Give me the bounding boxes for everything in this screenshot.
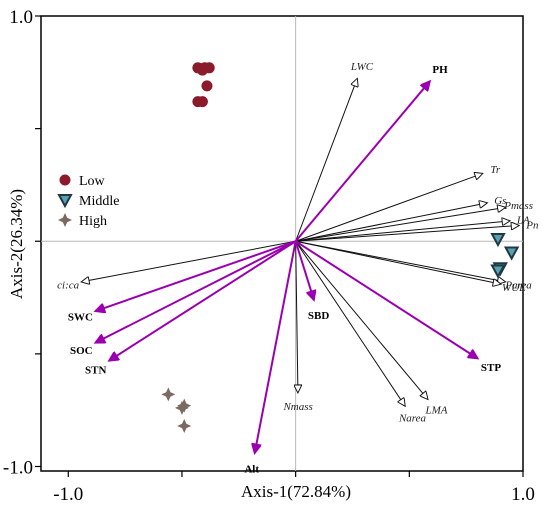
point-high bbox=[161, 387, 176, 402]
point-middle bbox=[503, 246, 520, 261]
vector-label-tr: Tr bbox=[490, 164, 501, 176]
vector-label-ci-ca: ci:ca bbox=[57, 279, 79, 291]
point-low bbox=[196, 64, 208, 76]
env-vector-stn bbox=[109, 240, 297, 360]
y-axis-title: Axis-2(26.34%) bbox=[7, 189, 26, 299]
env-vector-ph bbox=[294, 81, 430, 242]
legend-label-low: Low bbox=[79, 174, 106, 189]
point-high bbox=[177, 398, 192, 413]
legend-marker-high bbox=[58, 213, 72, 227]
vector-tr bbox=[295, 174, 482, 242]
variable-vectors: LWCTrGsPmassLAPnPareaWUELMANareaNmassci:… bbox=[57, 61, 539, 424]
vector-label-parea: Parea bbox=[504, 279, 532, 291]
point-middle bbox=[490, 264, 506, 279]
point-low bbox=[201, 80, 213, 92]
plot-frame bbox=[40, 15, 524, 472]
point-low bbox=[196, 96, 208, 108]
vector-nmass bbox=[296, 241, 298, 392]
env-vector-stp bbox=[295, 240, 478, 358]
vector-la bbox=[295, 221, 510, 242]
point-high bbox=[177, 418, 192, 433]
y-tick-label: 1.0 bbox=[9, 7, 33, 28]
env-vector-alt bbox=[255, 241, 297, 453]
env-label-stp: STP bbox=[481, 362, 501, 374]
env-vector-sbd bbox=[294, 240, 314, 300]
vector-lwc bbox=[295, 79, 357, 242]
vector-ci-ca bbox=[82, 240, 296, 282]
vector-wue bbox=[295, 240, 501, 284]
env-vector-swc bbox=[96, 240, 296, 311]
legend-label-middle: Middle bbox=[79, 194, 119, 209]
env-label-soc: SOC bbox=[70, 345, 93, 357]
env-vector-soc bbox=[96, 240, 297, 342]
environment-vectors: PH SBD STP SWC SOC STN Alt bbox=[68, 64, 501, 476]
y-tick-label: -1.0 bbox=[3, 457, 33, 478]
env-label-alt: Alt bbox=[244, 464, 259, 476]
point-middle bbox=[490, 232, 506, 248]
legend-marker-low bbox=[59, 174, 71, 186]
vector-pn bbox=[295, 225, 519, 242]
vector-label-lma: LMA bbox=[424, 405, 447, 417]
env-label-sbd: SBD bbox=[308, 310, 329, 322]
vector-label-wue: WUE bbox=[502, 282, 526, 294]
legend-marker-middle bbox=[57, 194, 73, 209]
axis-ticks bbox=[35, 15, 524, 477]
legend-label-high: High bbox=[79, 214, 107, 229]
x-tick-label: 1.0 bbox=[511, 484, 535, 505]
x-axis-title: Axis-1(72.84%) bbox=[241, 482, 351, 501]
vector-parea bbox=[295, 240, 505, 282]
point-high bbox=[174, 400, 189, 415]
vector-pmass bbox=[295, 207, 505, 242]
env-label-stn: STN bbox=[85, 364, 106, 376]
tick-labels: -1.0 1.0 -1.0 1.0 bbox=[3, 7, 535, 505]
vector-gs bbox=[295, 203, 487, 242]
vector-label-nmass: Nmass bbox=[282, 401, 312, 413]
vector-label-pn: Pn bbox=[525, 219, 539, 231]
env-label-swc: SWC bbox=[68, 311, 93, 323]
legend: Low Middle High bbox=[57, 174, 119, 229]
vector-label-narea: Narea bbox=[398, 412, 427, 424]
x-tick-label: -1.0 bbox=[53, 484, 83, 505]
vector-label-pmass: Pmass bbox=[503, 200, 533, 212]
sample-points bbox=[161, 62, 520, 433]
vector-label-lwc: LWC bbox=[350, 61, 374, 73]
env-label-ph: PH bbox=[432, 64, 448, 76]
vector-lma bbox=[295, 240, 428, 399]
vector-narea bbox=[295, 240, 405, 405]
